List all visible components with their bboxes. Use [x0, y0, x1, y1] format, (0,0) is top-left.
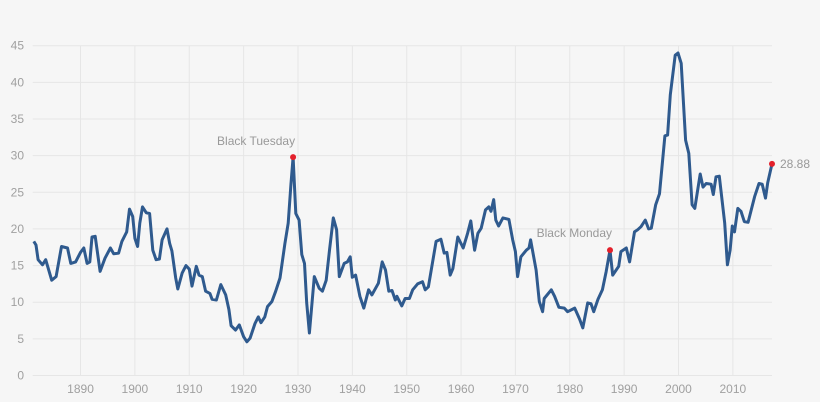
y-tick-label: 25: [11, 185, 25, 199]
highlight-point: [290, 154, 297, 161]
annotation-label: 28.88: [780, 157, 810, 171]
annotation-label: Black Monday: [537, 226, 612, 240]
x-tick-label: 1900: [122, 382, 149, 396]
grid: [32, 45, 772, 376]
y-axis-ticks: 0 5 10 15 20 25 30 35 40 45: [11, 39, 25, 383]
x-tick-label: 1980: [556, 382, 583, 396]
y-tick-label: 5: [17, 332, 24, 346]
x-tick-label: 1910: [176, 382, 203, 396]
y-tick-label: 10: [11, 295, 25, 309]
y-tick-label: 35: [11, 112, 25, 126]
highlight-point: [607, 247, 614, 254]
y-tick-label: 15: [11, 259, 25, 273]
x-axis-ticks: 1890 1900 1910 1920 1930 1940 1950 1960 1970 1980…: [67, 382, 746, 396]
x-tick-label: 1940: [339, 382, 366, 396]
x-tick-label: 1890: [67, 382, 94, 396]
x-tick-label: 1990: [611, 382, 638, 396]
x-tick-label: 1960: [448, 382, 475, 396]
highlight-point: [769, 160, 775, 167]
annotations: Black Tuesday Black Monday 28.88: [217, 134, 810, 254]
y-tick-label: 0: [17, 369, 24, 383]
x-tick-label: 2010: [720, 382, 747, 396]
x-tick-label: 1950: [393, 382, 420, 396]
y-tick-label: 30: [11, 149, 25, 163]
x-tick-label: 2000: [665, 382, 692, 396]
series-line: [32, 51, 774, 344]
x-tick-label: 1920: [230, 382, 257, 396]
annotation-label: Black Tuesday: [217, 134, 295, 148]
x-tick-label: 1970: [502, 382, 529, 396]
y-tick-label: 40: [11, 75, 25, 89]
y-tick-label: 45: [11, 39, 25, 53]
y-tick-label: 20: [11, 222, 25, 236]
x-tick-label: 1930: [285, 382, 312, 396]
